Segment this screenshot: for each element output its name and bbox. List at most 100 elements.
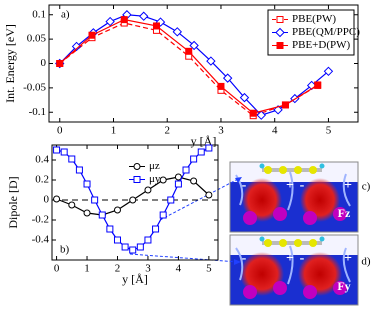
marker bbox=[281, 101, 289, 109]
x-tick-label: 3 bbox=[145, 263, 151, 275]
marker bbox=[56, 60, 64, 67]
legend-marker bbox=[276, 42, 284, 49]
marker bbox=[174, 180, 182, 188]
x-axis-title: y [Å] bbox=[191, 134, 217, 148]
marker bbox=[71, 41, 82, 52]
marker bbox=[249, 109, 257, 117]
marker bbox=[113, 206, 121, 214]
y-tick-label: -0.05 bbox=[23, 81, 46, 93]
legend-marker bbox=[275, 27, 285, 38]
x-tick-label: 0 bbox=[54, 263, 60, 275]
marker bbox=[68, 201, 76, 209]
panel-label: d) bbox=[361, 256, 371, 268]
marker bbox=[144, 186, 152, 194]
marker bbox=[129, 196, 137, 204]
legend-marker bbox=[133, 176, 141, 183]
marker bbox=[159, 211, 167, 219]
legend-label: PBE+D(PW) bbox=[292, 39, 350, 51]
marker bbox=[256, 110, 266, 120]
marker bbox=[105, 16, 115, 27]
marker bbox=[68, 155, 76, 163]
y-tick-label: -0.1 bbox=[29, 106, 46, 118]
x-tick-label: 4 bbox=[272, 125, 278, 137]
marker bbox=[185, 47, 193, 55]
panel-label: a) bbox=[61, 9, 70, 21]
x-tick-label: 3 bbox=[218, 125, 224, 137]
charge-sign: - bbox=[300, 251, 305, 266]
arrow-head bbox=[234, 259, 241, 265]
marker bbox=[206, 56, 216, 66]
x-tick-label: 5 bbox=[206, 263, 212, 275]
y-tick-label: -0.4 bbox=[32, 234, 50, 246]
force-label: Fy bbox=[337, 279, 350, 293]
legend-label: μz bbox=[149, 160, 160, 172]
marker bbox=[205, 144, 213, 152]
y-axis-title: Int. Energy [eV] bbox=[3, 24, 17, 103]
marker bbox=[144, 236, 152, 244]
y-tick-label: 0.2 bbox=[35, 174, 49, 186]
marker bbox=[197, 148, 205, 156]
pointer-arrows bbox=[129, 177, 241, 263]
y-tick-label: 0.05 bbox=[27, 33, 47, 45]
legend-label: PBE(QM/PPC) bbox=[292, 26, 360, 38]
marker bbox=[239, 92, 250, 103]
marker bbox=[98, 211, 106, 219]
x-tick-label: 2 bbox=[115, 263, 121, 275]
marker bbox=[217, 82, 225, 90]
simulation-image bbox=[230, 235, 358, 305]
marker bbox=[152, 22, 160, 30]
marker bbox=[75, 166, 83, 174]
marker bbox=[83, 209, 91, 217]
charge-sign: - bbox=[242, 251, 247, 266]
marker bbox=[314, 81, 322, 89]
arrow-head bbox=[235, 177, 242, 183]
marker bbox=[172, 27, 183, 37]
charge-sign: + bbox=[286, 251, 294, 266]
marker bbox=[83, 180, 91, 188]
marker bbox=[190, 155, 198, 163]
legend-label: PBE(PW) bbox=[292, 13, 336, 25]
marker bbox=[152, 225, 160, 233]
charge-sign: - bbox=[300, 178, 305, 193]
legend-marker bbox=[276, 16, 284, 23]
marker bbox=[222, 73, 233, 83]
marker bbox=[106, 225, 114, 233]
marker bbox=[60, 148, 68, 156]
marker bbox=[174, 173, 182, 181]
charge-sign: + bbox=[344, 178, 352, 193]
legend-label: μy bbox=[149, 173, 161, 185]
legend-marker bbox=[133, 163, 141, 170]
marker bbox=[136, 243, 144, 251]
marker bbox=[53, 146, 61, 154]
marker bbox=[113, 236, 121, 244]
marker bbox=[88, 31, 96, 39]
marker bbox=[190, 177, 198, 185]
y-tick-label: 0 bbox=[41, 57, 47, 69]
marker bbox=[182, 166, 190, 174]
marker bbox=[189, 40, 199, 51]
x-tick-label: 1 bbox=[111, 125, 117, 137]
x-tick-label: 5 bbox=[326, 125, 332, 137]
force-label: Fz bbox=[338, 206, 351, 220]
simulation-image bbox=[230, 162, 358, 232]
marker bbox=[129, 246, 137, 254]
panel-label: c) bbox=[362, 181, 371, 193]
series-line bbox=[56, 176, 210, 216]
marker bbox=[139, 11, 149, 21]
marker bbox=[323, 66, 334, 77]
charge-sign: + bbox=[286, 178, 294, 193]
marker bbox=[159, 176, 167, 184]
y-tick-label: 0.1 bbox=[32, 8, 46, 20]
x-tick-label: 1 bbox=[84, 263, 90, 275]
image-frame bbox=[229, 161, 359, 233]
marker bbox=[53, 195, 61, 203]
y-tick-label: 0.4 bbox=[35, 154, 49, 166]
marker bbox=[121, 243, 129, 251]
x-tick-label: 2 bbox=[164, 125, 170, 137]
marker bbox=[91, 196, 99, 204]
plot-frame bbox=[51, 144, 219, 261]
panel-label: b) bbox=[60, 244, 70, 256]
x-tick-label: 0 bbox=[57, 125, 63, 137]
